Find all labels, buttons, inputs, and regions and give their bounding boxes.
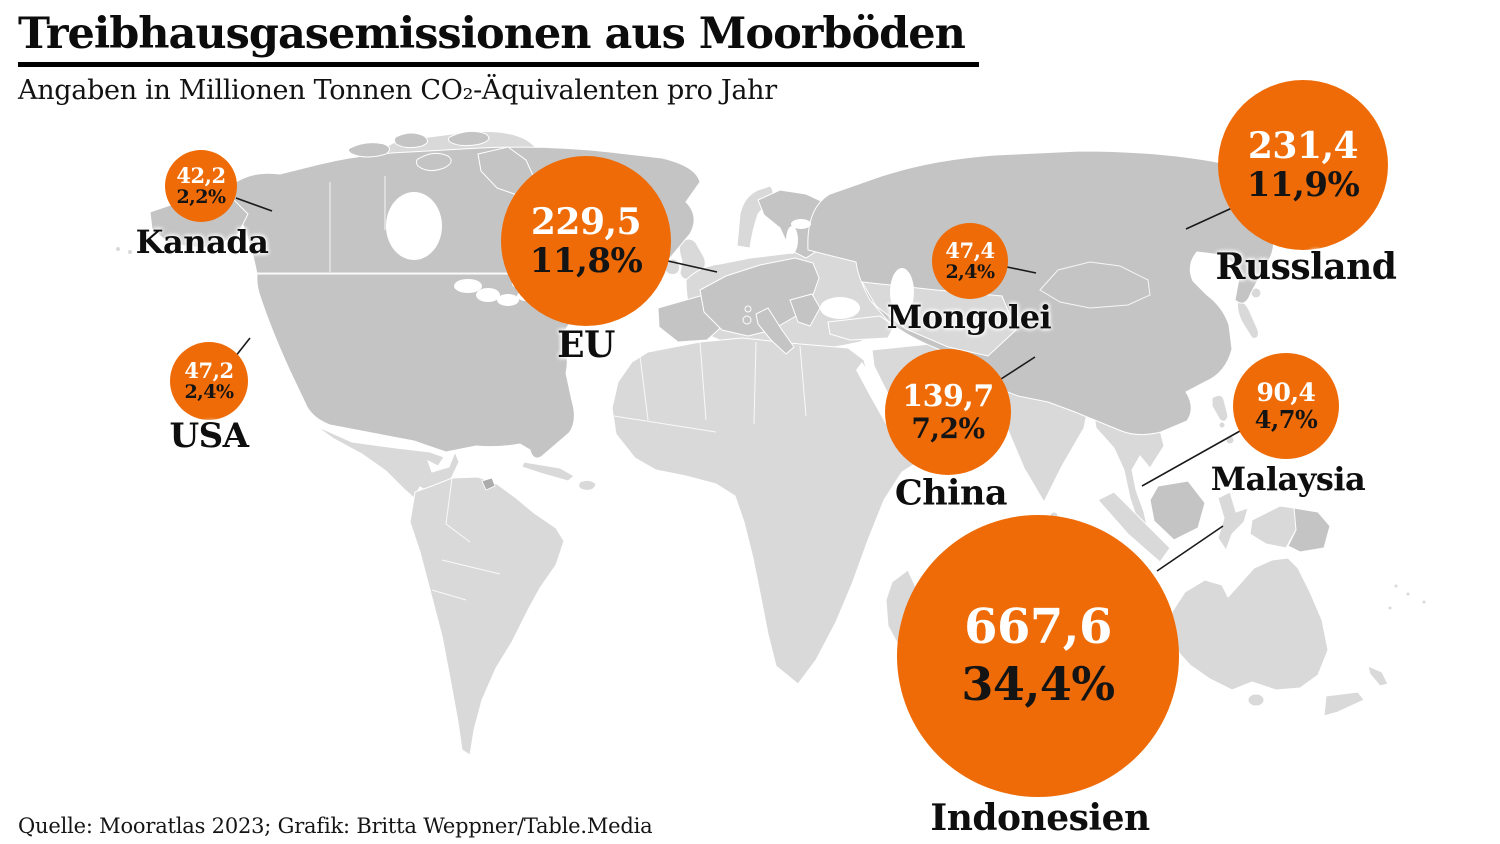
bubble-china: 139,7 7,2%	[885, 349, 1011, 475]
bubble-usa-value: 47,2	[184, 357, 234, 383]
bubble-russland-percent: 11,9%	[1246, 165, 1360, 206]
label-eu: EU	[557, 324, 615, 366]
bubble-malaysia-percent: 4,7%	[1254, 404, 1318, 434]
page-title: Treibhausgasemissionen aus Moorböden	[18, 10, 979, 68]
bubble-russland: 231,4 11,9%	[1218, 80, 1388, 250]
label-china: China	[894, 472, 1008, 514]
bubble-kanada-percent: 2,2%	[176, 186, 226, 209]
bubble-mongolei-percent: 2,4%	[945, 261, 995, 284]
bubble-kanada: 42,2 2,2%	[165, 150, 237, 222]
map-french-guiana	[481, 477, 496, 491]
bubble-eu-percent: 11,8%	[529, 241, 643, 282]
map-borders	[257, 176, 1151, 601]
bubble-mongolei: 47,4 2,4%	[932, 223, 1008, 299]
label-usa: USA	[169, 416, 249, 456]
leader-mongolei	[1006, 266, 1037, 274]
bubble-usa: 47,2 2,4%	[170, 342, 248, 420]
bubble-indonesien-value: 667,6	[964, 599, 1112, 656]
label-indonesien: Indonesien	[930, 797, 1150, 839]
leader-lines	[234, 197, 1241, 572]
leader-malaysia	[1141, 430, 1241, 487]
bubble-eu-value: 229,5	[530, 200, 642, 243]
bubble-mongolei-value: 47,4	[945, 237, 995, 263]
leader-indonesien	[1156, 525, 1224, 572]
source-credit: Quelle: Mooratlas 2023; Grafik: Britta W…	[18, 814, 653, 838]
leader-kanada	[235, 197, 273, 212]
bubble-china-percent: 7,2%	[911, 412, 985, 446]
label-malaysia: Malaysia	[1210, 460, 1366, 498]
label-russland: Russland	[1215, 246, 1397, 288]
bubble-china-value: 139,7	[902, 378, 994, 414]
bubble-malaysia-value: 90,4	[1256, 377, 1316, 407]
label-mongolei: Mongolei	[886, 298, 1052, 336]
bubble-kanada-value: 42,2	[176, 162, 226, 188]
bubble-russland-value: 231,4	[1247, 124, 1359, 167]
leader-china	[1000, 356, 1036, 380]
bubble-indonesien-percent: 34,4%	[961, 657, 1115, 712]
label-kanada: Kanada	[135, 223, 269, 261]
bubble-eu: 229,5 11,8%	[501, 156, 671, 326]
bubble-usa-percent: 2,4%	[184, 381, 234, 404]
page-subtitle: Angaben in Millionen Tonnen CO₂-Äquivale…	[18, 75, 777, 107]
bubble-indonesien: 667,6 34,4%	[897, 515, 1179, 797]
header: Treibhausgasemissionen aus Moorböden Ang…	[18, 10, 979, 106]
leader-eu	[667, 260, 718, 273]
leader-russland	[1185, 207, 1233, 230]
bubble-malaysia: 90,4 4,7%	[1233, 353, 1339, 459]
